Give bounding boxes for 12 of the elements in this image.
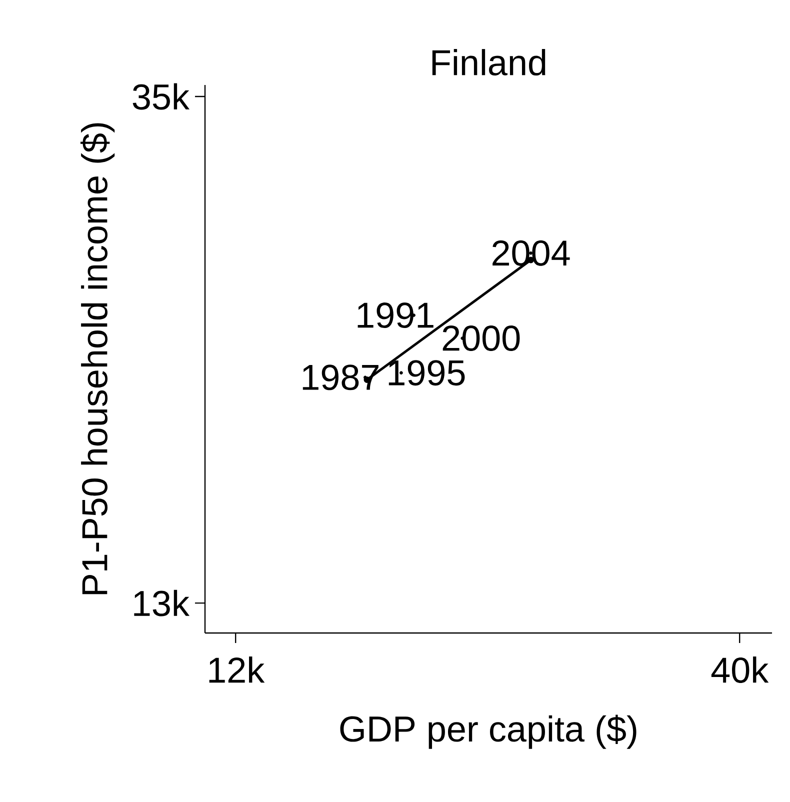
y-tick-label: 35k — [132, 83, 190, 110]
x-tick-label: 12k — [209, 656, 265, 683]
x-axis-title: GDP per capita ($) — [340, 714, 636, 749]
annotation: 2000 — [442, 326, 520, 352]
x-tick-label: 40k — [711, 656, 769, 683]
y-axis-title: P1-P50 household income ($) — [80, 123, 115, 594]
annotation: 1987 — [302, 364, 378, 390]
annotation: 2004 — [492, 240, 570, 266]
annotation: 1995 — [388, 360, 465, 386]
y-tick-label: 13k — [134, 590, 190, 616]
chart-title: Finland — [432, 49, 546, 76]
annotation: 1991 — [358, 302, 434, 328]
